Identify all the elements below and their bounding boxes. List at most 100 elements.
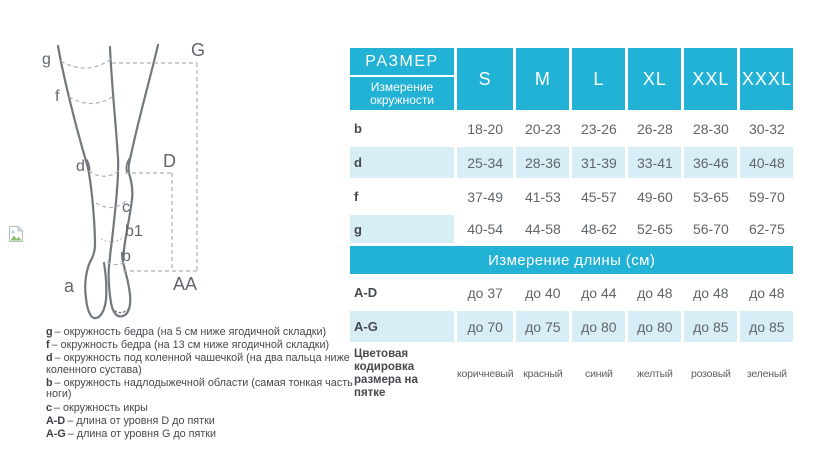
col-header-m: M <box>516 48 570 110</box>
diagram-label-b: b <box>122 248 131 265</box>
diagram-label-a: a <box>64 276 75 296</box>
diagram-label-b1: b1 <box>125 223 143 240</box>
legend-text: – окружность бедра (на 13 см ниже ягодич… <box>51 339 330 352</box>
cell-ag-xxl: до 85 <box>684 311 738 342</box>
cell-g-xl: 52-65 <box>628 215 682 243</box>
legend-text: – окружность икры <box>54 401 148 414</box>
legend-key: b <box>46 376 53 389</box>
cell-d-m: 28-36 <box>516 147 570 178</box>
cell-d-xl: 33-41 <box>628 147 682 178</box>
circumference-header: Измерение окружности <box>350 77 454 110</box>
legend-item-A-D: A-D – длина от уровня D до пятки <box>46 414 358 428</box>
legend-text: – длина от уровня G до пятки <box>67 427 217 440</box>
cell-b-xxl: 28-30 <box>692 120 729 137</box>
cell-ad-s: до 37 <box>467 284 503 301</box>
cell-d-xxl: 36-46 <box>684 147 738 178</box>
legend-key: c <box>46 401 53 414</box>
legend-item-b: b – окружность надлодыжечной области (сам… <box>46 376 358 401</box>
length-banner: Измерение длины (см) <box>350 246 794 274</box>
cell-ad-l: до 44 <box>581 284 617 301</box>
legend-text: – окружность надлодыжечной области (сама… <box>46 376 353 401</box>
cell-d-s: 25-34 <box>457 147 514 178</box>
cell-b-l: 23-26 <box>580 120 617 137</box>
cell-g-xxl: 56-70 <box>684 215 738 243</box>
cell-color-s: коричневый <box>457 368 514 380</box>
size-chart-table: РАЗМЕР Измерение окружности S M L XL XXL… <box>347 45 796 406</box>
row-label-f: f <box>354 189 359 204</box>
legend-text: – окружность бедра (на 5 см ниже ягодичн… <box>54 326 327 338</box>
legend-item-f: f – окружность бедра (на 13 см ниже ягоди… <box>46 339 358 352</box>
cell-ad-xl: до 48 <box>637 284 673 301</box>
cell-f-l: 45-57 <box>580 188 617 205</box>
diagram-label-f: f <box>55 88 60 105</box>
cell-f-xxl: 53-65 <box>692 188 729 205</box>
cell-d-l: 31-39 <box>572 147 626 178</box>
cell-b-xl: 26-28 <box>636 120 673 137</box>
row-label-g: g <box>350 215 454 243</box>
length-banner-row: Измерение длины (см) <box>350 246 794 274</box>
table-row-d: d 25-34 28-36 31-39 33-41 36-46 40-48 <box>350 147 794 178</box>
legend-key: g <box>46 326 53 338</box>
cell-color-l: синий <box>585 368 613 380</box>
table-row-color-coding: Цветовая кодировка размера на пятке кори… <box>350 345 793 403</box>
cell-b-s: 18-20 <box>467 120 504 137</box>
cell-g-m: 44-58 <box>516 215 570 243</box>
broken-image-icon <box>8 225 24 243</box>
col-header-xxl: XXL <box>684 48 738 110</box>
cell-d-xxxl: 40-48 <box>740 147 794 178</box>
table-header-row: РАЗМЕР Измерение окружности S M L XL XXL… <box>350 48 794 110</box>
row-label-color-coding: Цветовая кодировка размера на пятке <box>354 348 418 399</box>
cell-ag-m: до 75 <box>516 311 570 342</box>
row-label-a-g: A-G <box>350 311 454 342</box>
cell-g-s: 40-54 <box>457 215 514 243</box>
diagram-label-g: g <box>42 51 51 68</box>
cell-g-l: 48-62 <box>572 215 626 243</box>
measurement-legend: g – окружность бедра (на 5 см ниже ягодич… <box>46 326 358 442</box>
legend-item-g: g – окружность бедра (на 5 см ниже ягодич… <box>46 326 358 339</box>
diagram-label-D: D <box>163 151 176 171</box>
cell-ag-xl: до 80 <box>628 311 682 342</box>
table-row-g: g 40-54 44-58 48-62 52-65 56-70 62-75 <box>350 215 794 243</box>
cell-f-m: 41-53 <box>524 188 561 205</box>
diagram-label-c: c <box>122 199 130 216</box>
legend-text: – окружность под коленной чашечкой (на д… <box>46 352 350 376</box>
cell-ag-xxxl: до 85 <box>740 311 794 342</box>
leg-diagram-lines <box>56 43 198 320</box>
header-label-cell: РАЗМЕР Измерение окружности <box>350 48 454 110</box>
legend-key: A-D <box>46 414 66 427</box>
cell-f-xxxl: 59-70 <box>748 188 785 205</box>
table-row-a-g: A-G до 70 до 75 до 80 до 80 до 85 до 85 <box>350 311 794 342</box>
diagram-label-d: d <box>76 158 85 175</box>
col-header-xl: XL <box>628 48 682 110</box>
cell-ad-xxxl: до 48 <box>749 284 785 301</box>
diagram-label-A-left: A <box>173 274 186 294</box>
cell-f-xl: 49-60 <box>636 188 673 205</box>
cell-b-m: 20-23 <box>524 120 561 137</box>
size-header: РАЗМЕР <box>350 48 454 75</box>
leg-measurement-diagram: g f d c b1 b a G D A A <box>25 3 225 323</box>
row-label-a-d: A-D <box>354 285 378 300</box>
cell-b-xxxl: 30-32 <box>748 120 785 137</box>
cell-ag-s: до 70 <box>457 311 514 342</box>
diagram-label-G: G <box>191 40 206 60</box>
legend-key: A-G <box>46 427 66 440</box>
legend-text: – длина от уровня D до пятки <box>67 414 215 427</box>
legend-item-d: d – окружность под коленной чашечкой (на … <box>46 352 358 376</box>
cell-ag-l: до 80 <box>572 311 626 342</box>
legend-item-A-G: A-G – длина от уровня G до пятки <box>46 427 358 441</box>
table-row-f: f 37-49 41-53 45-57 49-60 53-65 59-70 <box>350 181 793 212</box>
cell-color-m: красный <box>523 368 563 380</box>
legend-item-c: c – окружность икры <box>46 401 358 415</box>
table-row-a-d: A-D до 37 до 40 до 44 до 48 до 48 до 48 <box>350 277 793 308</box>
col-header-xxxl: XXXL <box>740 48 794 110</box>
legend-key: d <box>46 352 53 365</box>
cell-color-xxl: розовый <box>691 368 731 380</box>
cell-ad-xxl: до 48 <box>693 284 729 301</box>
cell-color-xl: желтый <box>637 368 673 380</box>
table-row-b: b 18-20 20-23 23-26 26-28 28-30 30-32 <box>350 113 793 144</box>
row-label-b: b <box>354 121 362 136</box>
diagram-label-A-right: A <box>185 274 198 294</box>
row-label-d: d <box>350 147 454 178</box>
cell-color-xxxl: зеленый <box>746 368 787 380</box>
